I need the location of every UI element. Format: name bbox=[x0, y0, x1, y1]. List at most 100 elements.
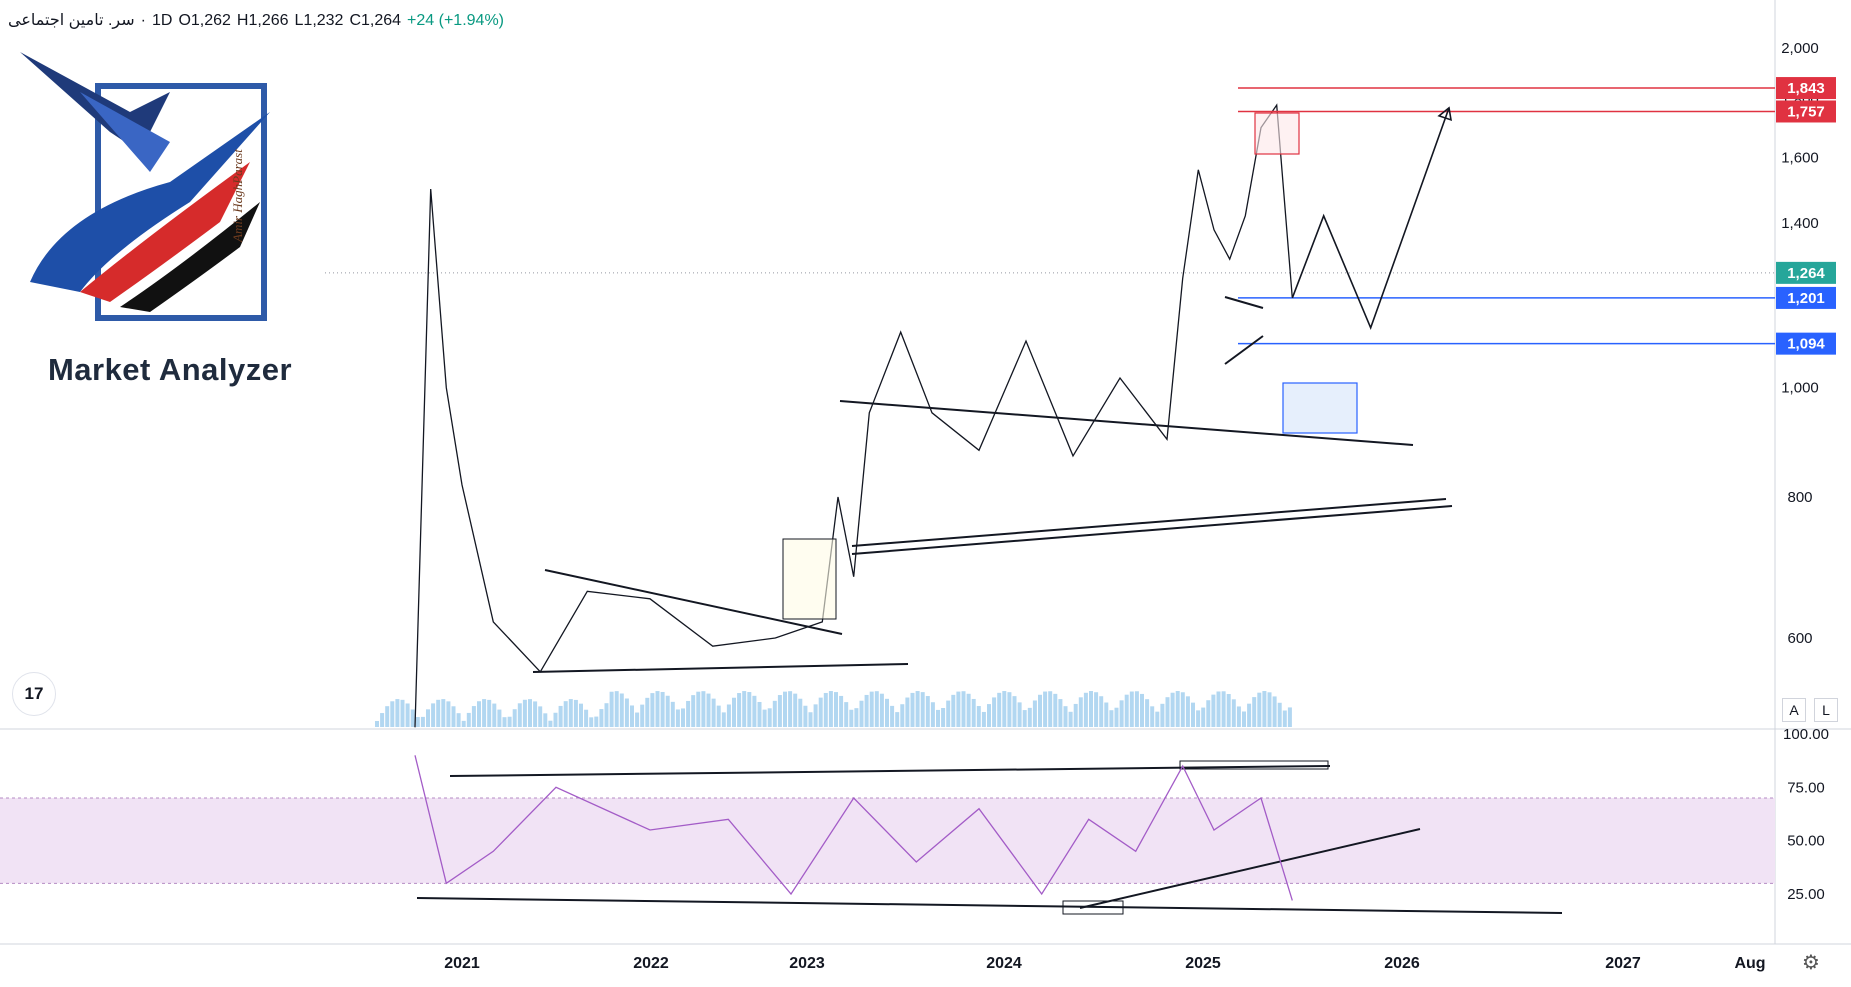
volume-bar bbox=[747, 692, 752, 727]
volume-bar bbox=[573, 699, 578, 727]
volume-bar bbox=[558, 705, 563, 727]
volume-bar bbox=[1170, 692, 1175, 727]
volume-bar bbox=[890, 705, 895, 727]
volume-bar bbox=[482, 699, 487, 727]
volume-bar bbox=[813, 704, 818, 727]
rsi-axis-ticks: 100.00 75.00 50.00 25.00 bbox=[1783, 726, 1829, 903]
volume-bar bbox=[1247, 703, 1252, 727]
volume-bar bbox=[757, 701, 762, 727]
volume-bar bbox=[1282, 710, 1287, 727]
volume-bar bbox=[579, 703, 583, 727]
log-scale-button[interactable]: L bbox=[1814, 698, 1838, 722]
volume-bar bbox=[905, 697, 910, 727]
volume-bar bbox=[431, 703, 436, 727]
volume-bar bbox=[936, 709, 940, 727]
volume-bar bbox=[1129, 691, 1134, 727]
volume-bar bbox=[1206, 700, 1211, 727]
volume-bar bbox=[497, 709, 502, 727]
tradingview-logo-icon[interactable]: 17 bbox=[12, 672, 56, 716]
ohlc-high: H1,266 bbox=[236, 12, 289, 29]
price-tick-label: 800 bbox=[1787, 489, 1812, 506]
volume-bar bbox=[670, 701, 675, 727]
volume-bar bbox=[910, 692, 915, 727]
projected-path bbox=[1291, 107, 1450, 330]
volume-bar bbox=[869, 691, 874, 727]
volume-bar bbox=[1262, 691, 1267, 727]
ohlc-open: O1,262 bbox=[178, 12, 231, 29]
support-zone-box bbox=[1282, 382, 1358, 434]
rsi-reference-band bbox=[0, 798, 1775, 884]
symbol-name[interactable]: سر. تامین اجتماعی bbox=[8, 12, 135, 29]
volume-bar bbox=[522, 699, 527, 727]
volume-bar bbox=[1012, 696, 1017, 727]
settings-gear-icon[interactable]: ⚙ bbox=[1802, 952, 1820, 974]
volume-bar bbox=[635, 712, 640, 727]
volume-bar bbox=[1002, 691, 1007, 727]
volume-bar bbox=[538, 706, 543, 727]
volume-bar bbox=[726, 704, 731, 727]
volume-bar bbox=[410, 709, 415, 727]
volume-bar bbox=[864, 694, 869, 727]
volume-bar bbox=[1134, 691, 1139, 727]
rsi-trendline-top bbox=[449, 765, 1331, 777]
logo-signature: Amir HaghParast bbox=[230, 149, 245, 243]
volume-bar bbox=[1277, 702, 1282, 727]
volume-bar bbox=[1007, 692, 1012, 727]
volume-bar bbox=[512, 709, 517, 727]
volume-bar bbox=[1089, 691, 1093, 727]
volume-bar bbox=[1053, 693, 1058, 727]
volume-bar bbox=[681, 708, 685, 727]
rsi-bottom-box bbox=[1062, 900, 1124, 915]
volume-bar bbox=[650, 693, 655, 727]
volume-bar bbox=[502, 717, 507, 727]
volume-bar bbox=[849, 709, 854, 727]
price-series-line bbox=[414, 103, 1293, 728]
volume-bar bbox=[400, 699, 405, 727]
volume-bar bbox=[1114, 707, 1119, 727]
price-label-bg bbox=[1776, 332, 1836, 355]
trendline-2023-support-lower bbox=[851, 505, 1453, 555]
price-label: 1,843 bbox=[1787, 80, 1825, 97]
trendline-2021-support bbox=[532, 663, 909, 673]
time-tick-label: 2023 bbox=[789, 955, 825, 972]
volume-bar bbox=[1272, 696, 1277, 727]
volume-bar bbox=[783, 691, 787, 727]
volume-bar bbox=[828, 691, 833, 727]
volume-bar bbox=[1180, 692, 1185, 727]
volume-bar bbox=[619, 693, 624, 727]
logo-emblem-icon: Amir HaghParast bbox=[20, 52, 270, 321]
separator-dot: · bbox=[140, 12, 146, 29]
interval-label[interactable]: 1D bbox=[151, 12, 173, 29]
volume-bar bbox=[854, 708, 859, 727]
volume-bar bbox=[976, 706, 981, 727]
volume-bar bbox=[895, 712, 900, 727]
volume-bar bbox=[1068, 711, 1073, 727]
rsi-series-line bbox=[414, 755, 1293, 901]
time-tick-label: 2021 bbox=[444, 955, 480, 972]
projection-arrowhead bbox=[1437, 106, 1453, 122]
price-label: 1,264 bbox=[1787, 265, 1825, 282]
volume-bar bbox=[660, 691, 665, 727]
volume-bar bbox=[1155, 711, 1160, 727]
volume-bar bbox=[451, 706, 456, 727]
volume-bar bbox=[1140, 693, 1144, 727]
volume-bar bbox=[1175, 691, 1180, 727]
volume-bar bbox=[395, 699, 400, 727]
volume-bar bbox=[1124, 694, 1129, 727]
volume-bar bbox=[589, 717, 594, 727]
volume-bar bbox=[981, 711, 986, 727]
volume-bar bbox=[879, 693, 884, 727]
rsi-tick-label: 25.00 bbox=[1787, 886, 1825, 903]
volume-bar bbox=[1160, 703, 1165, 727]
volume-bar bbox=[385, 706, 390, 727]
volume-bar bbox=[1043, 691, 1048, 727]
volume-bar bbox=[803, 705, 808, 727]
volume-bar bbox=[1083, 692, 1088, 727]
price-tick-label: 2,000 bbox=[1781, 40, 1819, 57]
volume-bar bbox=[696, 691, 701, 727]
auto-scale-button[interactable]: A bbox=[1782, 698, 1806, 722]
volume-bar bbox=[548, 720, 553, 727]
time-tick-label: 2025 bbox=[1185, 955, 1221, 972]
volume-bar bbox=[925, 696, 930, 727]
